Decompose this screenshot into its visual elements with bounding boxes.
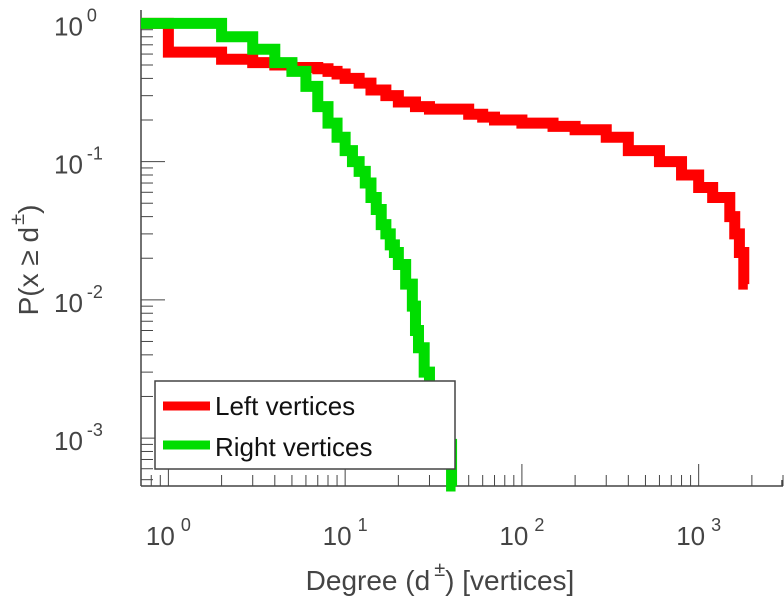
x-axis-label: Degree (d ±) [vertices] xyxy=(306,559,575,596)
x-tick-label: 10 3 xyxy=(676,515,721,551)
legend-box xyxy=(154,380,456,470)
x-tick-label: 10 0 xyxy=(146,515,191,551)
x-tick-labels: 10 0 10 1 10 2 10 3 xyxy=(146,515,721,551)
series-line-left-vertices xyxy=(141,17,750,290)
y-tick-label: 10 -1 xyxy=(54,144,103,180)
y-axis-label: P(x ≥ d±) xyxy=(7,205,44,316)
series-layer xyxy=(141,17,750,492)
y-tick-label: 10 0 xyxy=(54,5,97,41)
y-tick-label: 10 -3 xyxy=(54,420,103,456)
x-tick-label: 10 2 xyxy=(499,515,544,551)
series-line-right-vertices xyxy=(141,17,458,492)
x-axis-ticks xyxy=(140,464,784,486)
legend: Left vertices Right vertices xyxy=(154,380,456,470)
x-tick-label: 10 1 xyxy=(323,515,368,551)
legend-label-right-vertices: Right vertices xyxy=(215,432,373,462)
legend-label-left-vertices: Left vertices xyxy=(215,391,355,421)
y-tick-label: 10 -2 xyxy=(54,282,103,318)
